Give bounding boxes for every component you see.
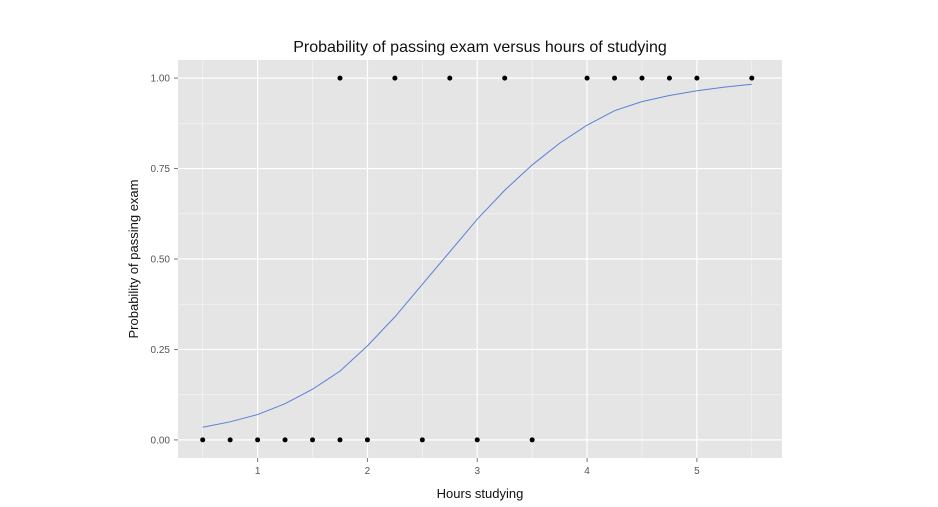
data-point — [419, 437, 425, 443]
data-point — [392, 75, 398, 81]
x-axis-label: Hours studying — [437, 486, 524, 501]
data-point — [502, 75, 508, 81]
data-point — [282, 437, 288, 443]
fit-curve — [202, 83, 752, 428]
data-point — [337, 75, 343, 81]
x-tick-label: 5 — [694, 466, 700, 477]
x-axis-ticks: 1 2 3 4 5 — [255, 458, 700, 477]
data-point — [337, 437, 343, 443]
x-tick-label: 1 — [255, 466, 261, 477]
x-tick-label: 4 — [584, 466, 590, 477]
data-point — [255, 437, 261, 443]
y-tick-label: 0.00 — [151, 435, 171, 446]
data-point — [529, 437, 535, 443]
y-tick-label: 0.25 — [151, 345, 171, 356]
data-point — [227, 437, 233, 443]
data-point — [310, 437, 316, 443]
y-tick-label: 0.75 — [151, 164, 171, 175]
data-point — [364, 437, 370, 443]
data-point — [639, 75, 645, 81]
data-point — [584, 75, 590, 81]
data-point — [200, 437, 206, 443]
data-point — [474, 437, 480, 443]
y-tick-label: 1.00 — [151, 74, 171, 85]
data-point — [694, 75, 700, 81]
data-point — [749, 75, 755, 81]
data-points — [200, 75, 755, 443]
data-point — [612, 75, 618, 81]
y-axis-ticks: 0.00 0.25 0.50 0.75 1.00 — [151, 74, 178, 446]
y-tick-label: 0.50 — [151, 255, 171, 266]
x-tick-label: 3 — [474, 466, 480, 477]
grid-major — [178, 60, 782, 458]
data-point — [447, 75, 453, 81]
data-point — [666, 75, 672, 81]
chart-title: Probability of passing exam versus hours… — [293, 39, 667, 56]
x-tick-label: 2 — [365, 466, 371, 477]
y-axis-label: Probability of passing exam — [126, 180, 141, 339]
